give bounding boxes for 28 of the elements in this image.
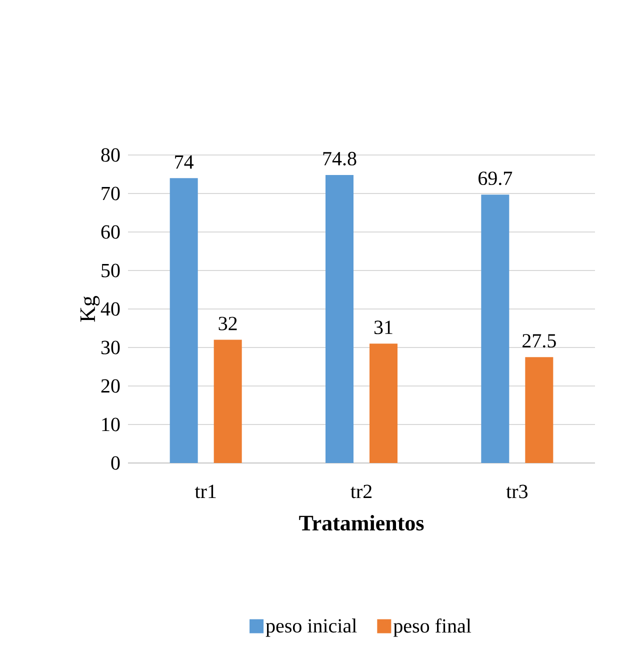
bar xyxy=(214,340,242,463)
x-axis-title: Tratamientos xyxy=(299,515,424,531)
y-tick-label: 40 xyxy=(100,302,120,316)
x-tick-label: tr3 xyxy=(506,484,528,498)
legend-label: peso final xyxy=(393,618,472,637)
y-tick-label: 50 xyxy=(102,264,120,278)
data-label: 69.7 xyxy=(478,172,512,186)
y-tick-label: 60 xyxy=(101,225,120,239)
y-tick-label: 10 xyxy=(102,418,120,432)
data-label: 31 xyxy=(374,320,392,334)
bar xyxy=(326,175,354,463)
bar xyxy=(170,178,198,463)
y-tick-label: 80 xyxy=(101,148,120,162)
bar xyxy=(370,344,398,463)
y-tick-label: 20 xyxy=(101,379,120,393)
legend-label: peso inicial xyxy=(266,618,357,637)
y-tick-label: 30 xyxy=(101,340,120,354)
data-label: 32 xyxy=(218,316,237,330)
y-axis-title: Kg xyxy=(80,296,100,322)
data-label: 74.8 xyxy=(323,152,356,166)
data-label: 74 xyxy=(175,155,194,169)
bar xyxy=(481,194,510,463)
x-tick-label: tr1 xyxy=(194,484,216,498)
y-tick-label: 70 xyxy=(102,186,120,200)
data-label: 27.5 xyxy=(522,334,556,348)
y-tick-label: 0 xyxy=(111,456,120,470)
bar xyxy=(525,357,554,463)
x-tick-label: tr2 xyxy=(350,484,372,498)
